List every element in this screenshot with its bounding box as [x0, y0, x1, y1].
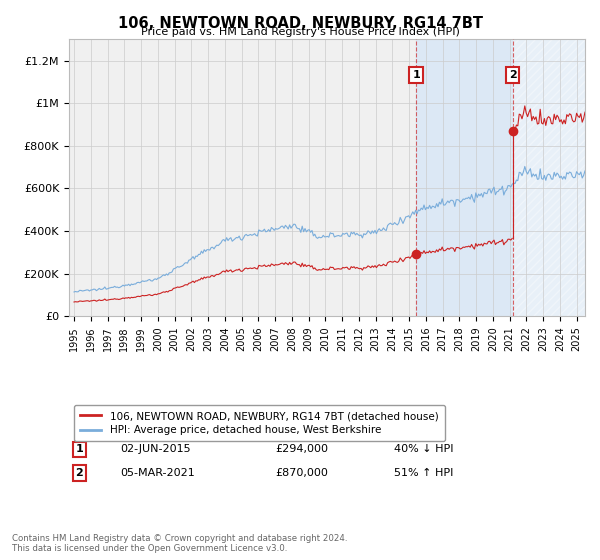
Text: 2: 2 [76, 468, 83, 478]
Legend: 106, NEWTOWN ROAD, NEWBURY, RG14 7BT (detached house), HPI: Average price, detac: 106, NEWTOWN ROAD, NEWBURY, RG14 7BT (de… [74, 405, 445, 441]
Text: 106, NEWTOWN ROAD, NEWBURY, RG14 7BT: 106, NEWTOWN ROAD, NEWBURY, RG14 7BT [118, 16, 482, 31]
Bar [416, 39, 585, 316]
Text: Contains HM Land Registry data © Crown copyright and database right 2024.
This d: Contains HM Land Registry data © Crown c… [12, 534, 347, 553]
Bar [512, 39, 585, 316]
Text: 1: 1 [76, 445, 83, 455]
Text: 51% ↑ HPI: 51% ↑ HPI [394, 468, 454, 478]
Text: Price paid vs. HM Land Registry's House Price Index (HPI): Price paid vs. HM Land Registry's House … [140, 27, 460, 37]
Text: £870,000: £870,000 [275, 468, 328, 478]
Text: 1: 1 [412, 70, 420, 80]
Text: 2: 2 [509, 70, 517, 80]
Text: £294,000: £294,000 [275, 445, 328, 455]
Text: 05-MAR-2021: 05-MAR-2021 [121, 468, 196, 478]
Text: 40% ↓ HPI: 40% ↓ HPI [394, 445, 454, 455]
Text: 02-JUN-2015: 02-JUN-2015 [121, 445, 191, 455]
